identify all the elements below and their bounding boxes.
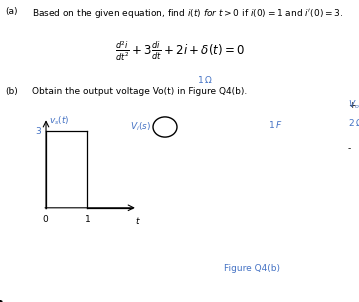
Text: $V_i(s)$: $V_i(s)$	[130, 121, 151, 133]
Text: $t$: $t$	[135, 215, 141, 226]
Text: +: +	[348, 101, 355, 110]
Text: -: -	[348, 144, 351, 153]
Text: Based on the given equation, find $i(t)$ $for$ $t > 0$ if $i(0) = 1$ and $i'(0) : Based on the given equation, find $i(t)$…	[32, 7, 343, 20]
Text: 0: 0	[42, 215, 48, 224]
Text: $\frac{d^2i}{dt^2} + 3\frac{di}{dt} + 2i + \delta(t) = 0$: $\frac{d^2i}{dt^2} + 3\frac{di}{dt} + 2i…	[115, 40, 245, 63]
Text: $V_o(t)$: $V_o(t)$	[348, 98, 359, 111]
Text: 3: 3	[36, 127, 42, 136]
Text: 1: 1	[84, 215, 90, 224]
Text: $v_s(t)$: $v_s(t)$	[49, 114, 70, 127]
Text: Figure Q4(b): Figure Q4(b)	[224, 264, 280, 273]
Text: $2\,\Omega$: $2\,\Omega$	[348, 117, 359, 128]
Text: $1\,F$: $1\,F$	[269, 120, 283, 130]
Text: (a): (a)	[5, 7, 18, 16]
Text: Obtain the output voltage Vo(t) in Figure Q4(b).: Obtain the output voltage Vo(t) in Figur…	[32, 87, 247, 96]
Text: $1\,\Omega$: $1\,\Omega$	[197, 74, 213, 85]
Text: (b): (b)	[5, 87, 18, 96]
